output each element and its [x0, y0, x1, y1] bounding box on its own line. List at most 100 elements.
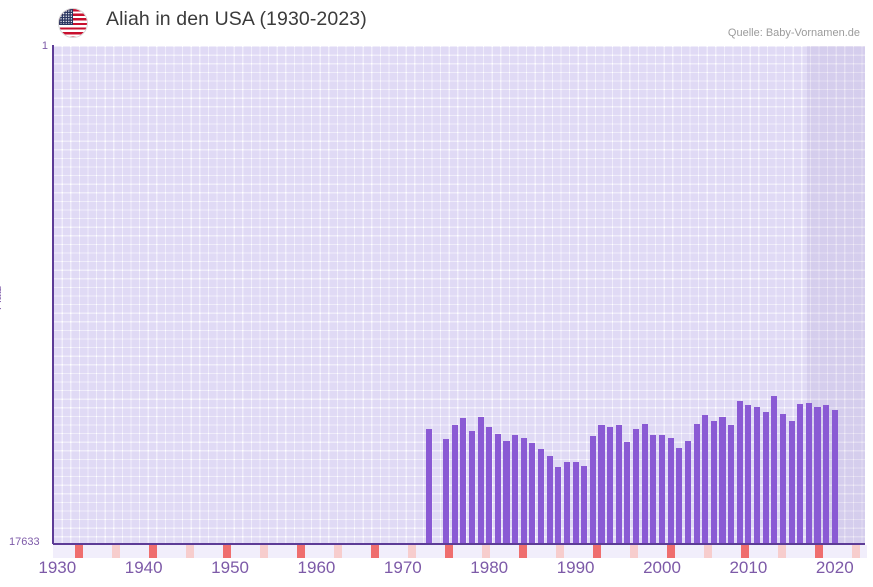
decade-marker-cell: [193, 545, 201, 558]
decade-marker-cell: [548, 545, 557, 558]
decade-marker-cell: [645, 545, 653, 558]
y-axis-tick-bottom: 17633: [9, 536, 40, 548]
bar[interactable]: [615, 425, 622, 543]
decade-marker-cell: [400, 545, 409, 558]
decade-marker-cell: [511, 545, 520, 558]
bar[interactable]: [468, 430, 475, 543]
bar[interactable]: [728, 425, 735, 543]
bar[interactable]: [762, 412, 769, 543]
bar[interactable]: [451, 425, 458, 543]
bar[interactable]: [693, 423, 700, 543]
decade-marker-cell: [467, 545, 475, 558]
bar[interactable]: [460, 418, 467, 543]
decade-marker-cell: [474, 545, 483, 558]
bar[interactable]: [538, 449, 545, 543]
decade-marker-cell: [386, 545, 394, 558]
bar[interactable]: [572, 461, 579, 543]
bar[interactable]: [598, 425, 605, 543]
bar[interactable]: [624, 442, 631, 543]
decade-marker-cell: [430, 545, 438, 558]
bar[interactable]: [581, 466, 588, 543]
decade-marker-cell: [585, 545, 594, 558]
bar[interactable]: [805, 402, 812, 543]
decade-marker-cell: [208, 545, 216, 558]
bar[interactable]: [503, 440, 510, 543]
bar[interactable]: [529, 443, 536, 543]
bar[interactable]: [607, 426, 614, 543]
decade-marker-cell: [186, 545, 194, 558]
decade-marker-cell: [578, 545, 586, 558]
decade-marker-cell: [230, 545, 238, 558]
decade-marker-cell: [437, 545, 446, 558]
decade-marker-cell: [748, 545, 756, 558]
decade-marker-cell: [593, 545, 601, 558]
decade-marker-cell: [741, 545, 749, 558]
bar[interactable]: [512, 435, 519, 543]
bar[interactable]: [797, 404, 804, 543]
decade-marker-cell: [652, 545, 660, 558]
bar[interactable]: [753, 406, 761, 543]
bar[interactable]: [745, 405, 752, 543]
bar[interactable]: [684, 440, 691, 543]
bar[interactable]: [823, 405, 830, 543]
y-axis-tick-top: 1: [41, 40, 48, 52]
bar[interactable]: [477, 416, 484, 543]
decade-marker-cell: [689, 545, 697, 558]
bar[interactable]: [563, 461, 571, 543]
bar[interactable]: [658, 435, 666, 543]
bar[interactable]: [771, 395, 778, 543]
bar[interactable]: [641, 423, 648, 543]
decade-marker-cell: [312, 545, 320, 558]
decade-marker-cell: [245, 545, 253, 558]
x-axis-tick-labels: 1930 1940 1950 1960 1970 1980 1990 2000 2010 2020: [0, 558, 873, 586]
x-axis-tick-label: 2010: [729, 558, 768, 577]
decade-marker-cell: [793, 545, 801, 558]
decade-marker-cell: [452, 545, 460, 558]
bar[interactable]: [710, 420, 717, 543]
decade-marker-cell: [97, 545, 105, 558]
decade-marker-cell: [178, 545, 187, 558]
decade-marker-cell: [682, 545, 690, 558]
y-axis-title: Platz: [0, 285, 4, 310]
bar[interactable]: [546, 456, 553, 543]
decade-marker-cell: [534, 545, 542, 558]
bar[interactable]: [702, 415, 709, 543]
decade-marker-cell: [445, 545, 453, 558]
bar[interactable]: [831, 409, 838, 543]
decade-marker-cell: [363, 545, 372, 558]
bar[interactable]: [589, 436, 596, 543]
decade-marker-cell: [260, 545, 268, 558]
bar[interactable]: [633, 429, 640, 543]
bar[interactable]: [494, 433, 501, 543]
decade-marker-cell: [504, 545, 512, 558]
decade-marker-cell: [704, 545, 712, 558]
bar[interactable]: [667, 437, 674, 543]
bar[interactable]: [650, 435, 657, 543]
bar[interactable]: [486, 426, 493, 543]
bar[interactable]: [520, 437, 527, 543]
decade-marker-cell: [349, 545, 357, 558]
decade-marker-cell: [371, 545, 379, 558]
bar[interactable]: [779, 413, 786, 543]
bar[interactable]: [719, 416, 726, 543]
bar[interactable]: [676, 447, 683, 543]
x-axis-tick-label: 1960: [297, 558, 336, 577]
decade-marker-cell: [659, 545, 668, 558]
bar[interactable]: [736, 401, 743, 543]
bar[interactable]: [442, 439, 450, 543]
decade-marker-cell: [408, 545, 416, 558]
decade-marker-cell: [75, 545, 83, 558]
decade-marker-cell: [622, 545, 631, 558]
bar[interactable]: [814, 406, 821, 543]
decade-marker-cell: [415, 545, 423, 558]
decade-marker-cell: [104, 545, 113, 558]
decade-marker-cell: [630, 545, 638, 558]
decade-marker-cell: [519, 545, 527, 558]
bar[interactable]: [425, 429, 432, 543]
bar[interactable]: [788, 420, 795, 543]
decade-marker-cell: [134, 545, 142, 558]
decade-marker-cell: [297, 545, 305, 558]
x-axis-tick-label: 1950: [211, 558, 249, 577]
bar[interactable]: [555, 467, 562, 543]
decade-marker-cell: [615, 545, 623, 558]
